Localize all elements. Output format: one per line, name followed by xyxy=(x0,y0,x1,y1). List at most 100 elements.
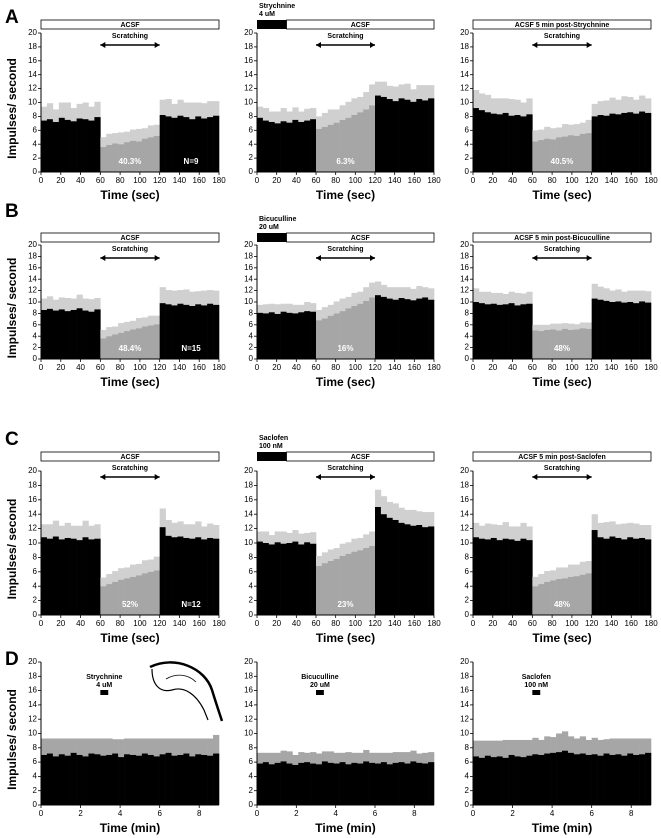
bar xyxy=(153,570,160,615)
error-bar xyxy=(207,290,214,304)
error-bar xyxy=(310,303,317,312)
error-bar xyxy=(591,103,598,117)
x-tick-label: 160 xyxy=(193,619,207,628)
y-tick-label: 18 xyxy=(28,481,37,490)
y-tick-label: 16 xyxy=(244,495,253,504)
bar xyxy=(106,144,113,172)
error-bar xyxy=(478,93,486,111)
error-bar xyxy=(615,99,622,115)
bar xyxy=(100,586,107,615)
bar xyxy=(141,326,149,359)
error-bar xyxy=(292,754,299,765)
y-tick-label: 8 xyxy=(33,309,38,318)
y-tick-label: 10 xyxy=(28,538,37,547)
x-tick-label: 120 xyxy=(368,619,382,628)
error-bar xyxy=(508,99,515,116)
error-bar xyxy=(351,292,358,306)
bar xyxy=(363,548,370,615)
error-bar xyxy=(106,738,113,755)
x-tick-label: 140 xyxy=(388,363,402,372)
bar xyxy=(490,113,498,172)
bar xyxy=(130,140,137,172)
error-bar xyxy=(597,739,604,756)
error-bar xyxy=(520,102,527,117)
bar xyxy=(339,311,346,359)
x-tick-label: 4 xyxy=(333,809,338,818)
error-bar xyxy=(597,101,604,116)
arrow-head xyxy=(316,474,321,480)
x-tick-label: 60 xyxy=(528,363,537,372)
bar xyxy=(392,101,399,172)
error-bar xyxy=(118,132,125,145)
arrow-head xyxy=(154,42,160,48)
bar xyxy=(392,762,399,805)
bar xyxy=(404,763,411,805)
bar xyxy=(46,753,54,805)
bar xyxy=(100,146,107,172)
error-bar xyxy=(88,525,95,540)
bar xyxy=(633,754,640,805)
y-tick-label: 20 xyxy=(28,28,37,37)
bar xyxy=(369,297,376,359)
error-bar xyxy=(286,532,293,543)
x-tick-label: 6 xyxy=(157,809,162,818)
error-bar xyxy=(473,288,480,302)
y-tick-label: 0 xyxy=(465,167,470,176)
error-bar xyxy=(262,531,270,543)
bar xyxy=(274,123,281,172)
error-bar xyxy=(502,739,509,758)
error-bar xyxy=(556,733,563,753)
bar xyxy=(591,298,598,359)
error-bar xyxy=(567,124,575,136)
x-tick-label: 80 xyxy=(548,363,557,372)
x-tick-label: 100 xyxy=(349,176,363,185)
bar xyxy=(380,96,388,172)
error-bar xyxy=(532,576,539,587)
bar xyxy=(556,752,563,805)
x-tick-label: 0 xyxy=(39,809,44,818)
bar xyxy=(298,544,305,615)
error-bar xyxy=(603,522,610,539)
y-tick-label: 16 xyxy=(460,56,469,65)
error-bar xyxy=(410,89,417,102)
x-tick-label: 0 xyxy=(255,176,260,185)
bar xyxy=(124,754,131,805)
x-tick-label: 100 xyxy=(133,363,147,372)
error-bar xyxy=(357,96,364,113)
error-bar xyxy=(532,324,539,331)
bar xyxy=(351,305,358,359)
error-bar xyxy=(135,563,143,576)
error-bar xyxy=(280,108,287,122)
scratch-label: Scratching xyxy=(112,33,148,40)
x-tick-label: 2 xyxy=(78,809,83,818)
bar xyxy=(112,753,119,805)
y-tick-label: 14 xyxy=(28,509,37,518)
y-tick-label: 0 xyxy=(465,354,470,363)
error-bar xyxy=(502,294,509,305)
bar xyxy=(135,141,143,172)
bar xyxy=(422,100,429,172)
y-tick-label: 0 xyxy=(33,610,38,619)
arrow-head xyxy=(154,474,160,480)
bar xyxy=(380,296,388,359)
error-bar xyxy=(321,751,329,762)
x-tick-label: 180 xyxy=(427,619,441,628)
bar xyxy=(52,536,60,615)
x-tick-label: 180 xyxy=(212,363,226,372)
bar xyxy=(171,537,178,615)
y-tick-label: 18 xyxy=(244,42,253,51)
bar xyxy=(633,538,640,615)
error-bar xyxy=(201,103,208,119)
percent-label: 52% xyxy=(122,600,138,609)
error-bar xyxy=(333,548,340,559)
error-bar xyxy=(496,98,503,115)
x-tick-label: 20 xyxy=(488,176,497,185)
bar xyxy=(64,537,71,615)
error-bar xyxy=(286,303,293,313)
bar xyxy=(316,566,323,615)
bar xyxy=(195,304,202,359)
error-bar xyxy=(490,524,498,538)
error-bar xyxy=(118,323,125,333)
y-tick-label: 2 xyxy=(33,343,38,352)
bar xyxy=(579,133,587,172)
